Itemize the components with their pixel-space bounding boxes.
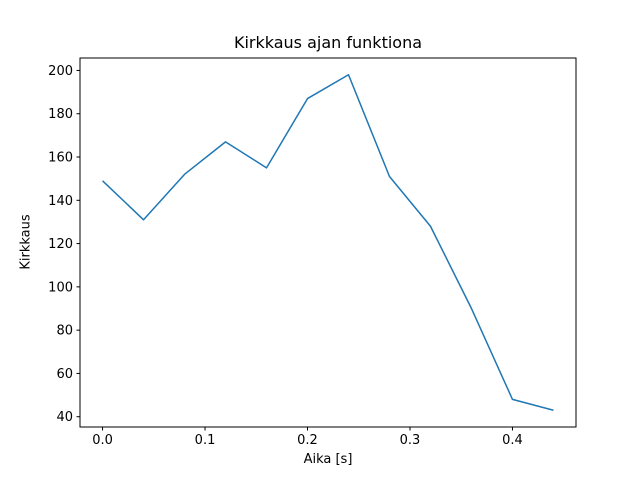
y-tick-label: 40: [56, 410, 73, 425]
y-axis-label: Kirkkaus: [18, 214, 34, 270]
y-tick-label: 60: [56, 367, 73, 382]
x-tick-label: 0.4: [502, 433, 523, 448]
y-tick-label: 200: [48, 64, 73, 79]
data-series-line: [102, 74, 554, 411]
x-tick-label: 0.3: [400, 433, 421, 448]
x-tick-label: 0.1: [195, 433, 216, 448]
y-tick-label: 160: [48, 151, 73, 166]
x-axis-label: Aika [s]: [303, 452, 353, 467]
y-tick-label: 120: [48, 237, 73, 252]
plot-border: [79, 57, 577, 428]
x-tick-label: 0.0: [92, 433, 113, 448]
y-tick-label: 180: [48, 107, 73, 122]
x-tick-label: 0.2: [297, 433, 318, 448]
y-tick-label: 100: [48, 280, 73, 295]
chart-title: Kirkkaus ajan funktiona: [233, 33, 423, 52]
y-tick-label: 140: [48, 194, 73, 209]
y-tick-label: 80: [56, 324, 73, 339]
